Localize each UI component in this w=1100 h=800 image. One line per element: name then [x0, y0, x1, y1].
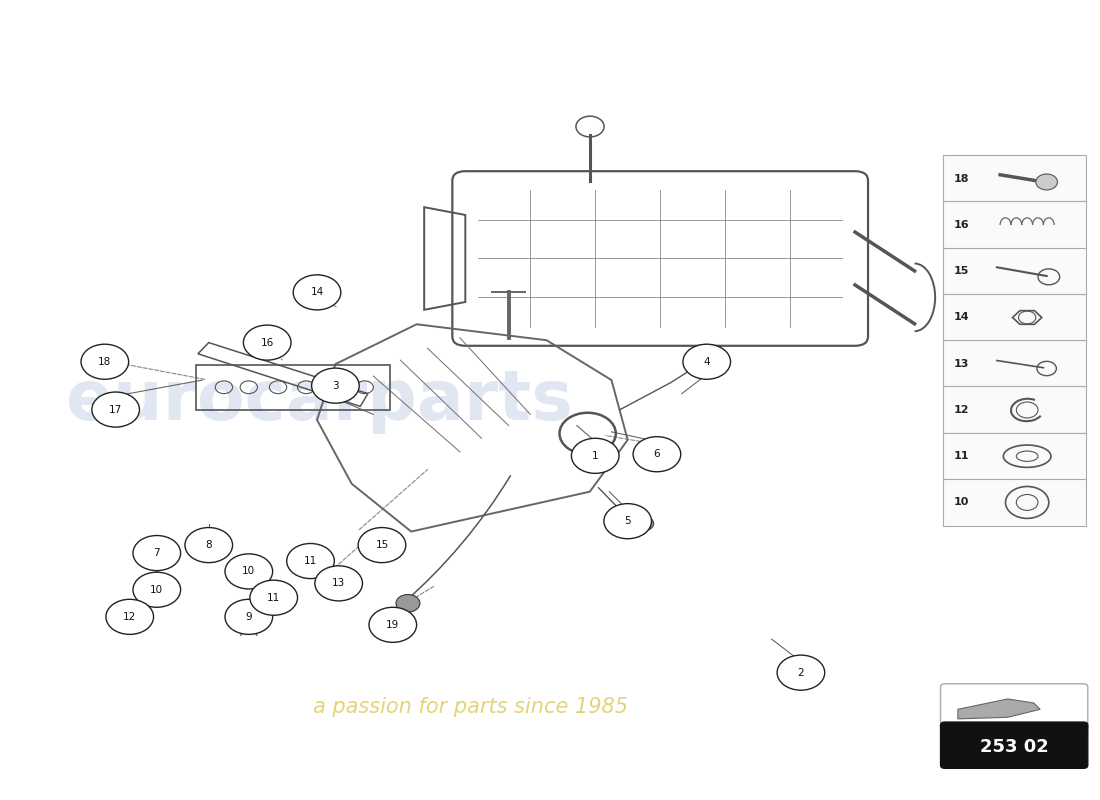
Text: 9: 9 [245, 612, 252, 622]
Circle shape [359, 527, 406, 562]
FancyBboxPatch shape [943, 340, 1086, 387]
Circle shape [396, 594, 420, 612]
Circle shape [133, 535, 180, 570]
Text: 8: 8 [206, 540, 212, 550]
Text: 11: 11 [267, 593, 280, 602]
Text: 10: 10 [954, 498, 969, 507]
Circle shape [243, 325, 292, 360]
Circle shape [777, 655, 825, 690]
Circle shape [106, 599, 154, 634]
Circle shape [287, 543, 334, 578]
Circle shape [635, 516, 653, 530]
Text: 5: 5 [625, 516, 631, 526]
Circle shape [683, 344, 730, 379]
Text: 16: 16 [261, 338, 274, 347]
Text: 11: 11 [304, 556, 317, 566]
FancyBboxPatch shape [943, 479, 1086, 526]
Text: eurocarparts: eurocarparts [66, 366, 573, 434]
Text: 6: 6 [653, 450, 660, 459]
FancyBboxPatch shape [943, 294, 1086, 341]
Text: 14: 14 [954, 313, 969, 322]
Text: 253 02: 253 02 [980, 738, 1048, 756]
FancyBboxPatch shape [943, 386, 1086, 434]
Text: 3: 3 [332, 381, 339, 390]
Text: 12: 12 [123, 612, 136, 622]
Text: 18: 18 [954, 174, 969, 184]
FancyBboxPatch shape [943, 155, 1086, 202]
Text: 4: 4 [703, 357, 710, 366]
Circle shape [226, 554, 273, 589]
Circle shape [294, 275, 341, 310]
Text: 16: 16 [954, 220, 969, 230]
Text: 10: 10 [242, 566, 255, 577]
FancyBboxPatch shape [943, 433, 1086, 480]
Text: 2: 2 [798, 668, 804, 678]
Circle shape [250, 580, 297, 615]
FancyBboxPatch shape [940, 684, 1088, 730]
Text: 13: 13 [332, 578, 345, 588]
Text: a passion for parts since 1985: a passion for parts since 1985 [314, 697, 628, 717]
Polygon shape [958, 699, 1041, 719]
Circle shape [604, 504, 651, 538]
Circle shape [634, 437, 681, 472]
Circle shape [133, 572, 180, 607]
Circle shape [185, 527, 232, 562]
Circle shape [311, 368, 360, 403]
Text: 10: 10 [151, 585, 164, 594]
Circle shape [81, 344, 129, 379]
Circle shape [91, 392, 140, 427]
Text: 12: 12 [954, 405, 969, 415]
FancyBboxPatch shape [943, 202, 1086, 249]
Text: 14: 14 [310, 287, 323, 298]
Text: 1: 1 [592, 451, 598, 461]
Text: 15: 15 [375, 540, 388, 550]
Circle shape [315, 566, 363, 601]
Text: 15: 15 [954, 266, 969, 276]
Circle shape [1036, 174, 1057, 190]
Circle shape [571, 438, 619, 474]
Circle shape [368, 607, 417, 642]
Circle shape [696, 350, 717, 366]
Circle shape [226, 599, 273, 634]
FancyBboxPatch shape [940, 722, 1088, 768]
Text: 18: 18 [98, 357, 111, 366]
Text: 11: 11 [954, 451, 969, 462]
Text: 17: 17 [109, 405, 122, 414]
Text: 7: 7 [154, 548, 161, 558]
Text: 13: 13 [954, 358, 969, 369]
Text: 19: 19 [386, 620, 399, 630]
FancyBboxPatch shape [943, 248, 1086, 294]
